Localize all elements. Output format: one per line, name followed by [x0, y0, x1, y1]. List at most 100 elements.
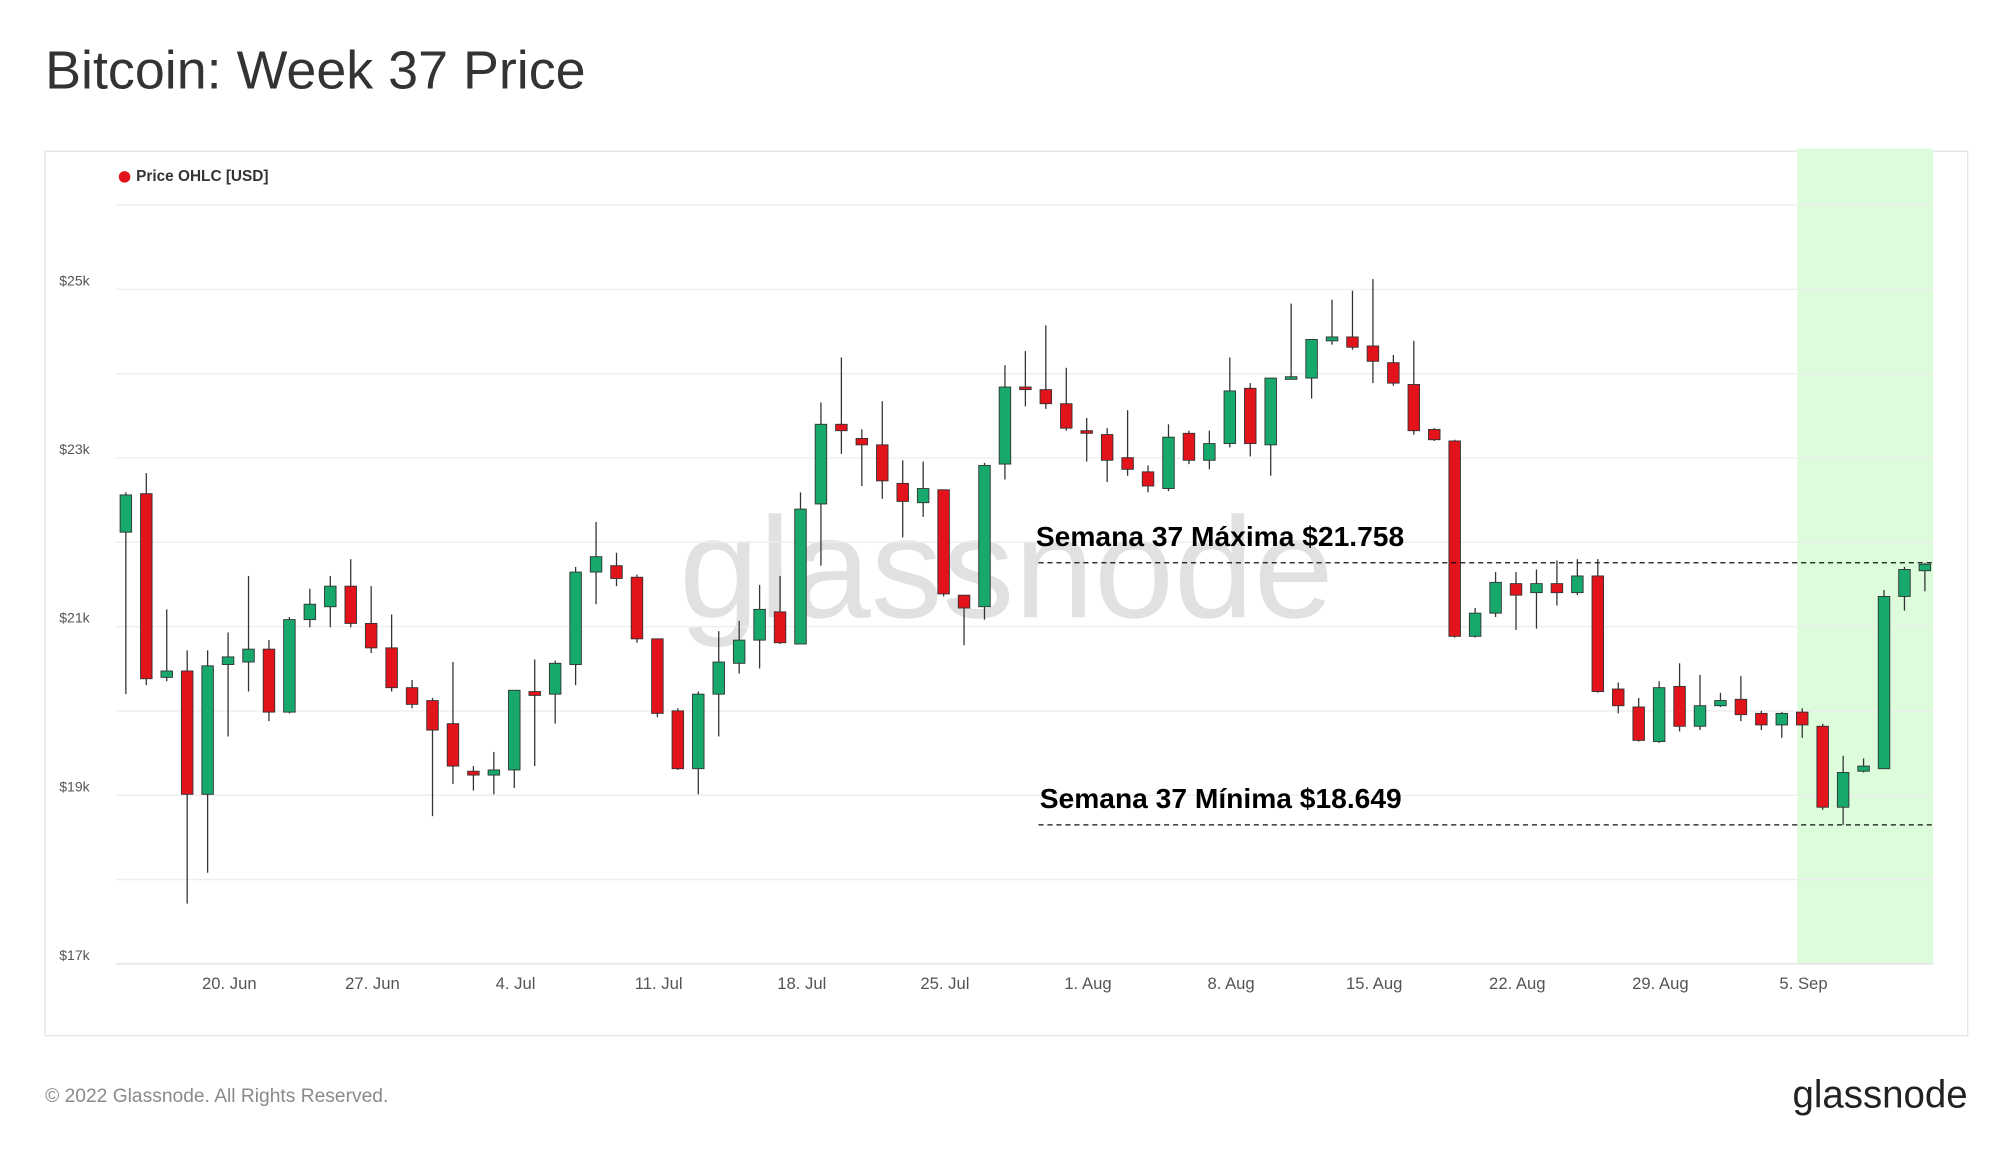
x-tick-label: 8. Aug	[1207, 974, 1254, 993]
x-tick-label: 29. Aug	[1632, 974, 1689, 993]
x-tick-label: 4. Jul	[496, 974, 536, 993]
candle-body	[1203, 443, 1216, 461]
candle-body	[1857, 765, 1870, 772]
candle-body	[221, 656, 235, 666]
candle-body	[405, 687, 419, 705]
highlight-band	[1797, 148, 1934, 964]
candle-body	[1387, 362, 1400, 384]
candle-body	[855, 437, 869, 446]
candle-body	[1591, 575, 1605, 692]
candle-body	[1428, 428, 1441, 441]
candle-body	[732, 639, 746, 664]
candle-body	[1816, 725, 1829, 808]
candle-body	[916, 488, 930, 504]
candle-body	[446, 723, 460, 767]
candle-body	[630, 576, 644, 640]
candle-body	[119, 494, 133, 533]
candle-body	[978, 464, 991, 608]
candle-body	[1141, 471, 1155, 487]
candle-body	[1060, 403, 1073, 429]
candle-body	[548, 662, 562, 695]
candle-body	[1244, 387, 1257, 445]
candle-body	[569, 571, 582, 666]
candle-body	[1571, 575, 1584, 594]
candle-body	[344, 585, 357, 624]
candle-body	[1775, 712, 1789, 726]
x-tick-label: 18. Jul	[777, 974, 826, 993]
candle-body	[1407, 384, 1421, 432]
candle-body	[1121, 457, 1134, 470]
candle-body	[1652, 687, 1666, 743]
x-tick-label: 22. Aug	[1489, 974, 1546, 993]
candle-body	[998, 386, 1012, 465]
candle-body	[876, 444, 889, 482]
y-tick-label: $19k	[59, 778, 90, 794]
x-tick-label: 11. Jul	[635, 974, 683, 993]
candle-body	[467, 770, 480, 776]
candle-body	[1509, 583, 1523, 596]
candle-body	[937, 489, 950, 595]
annotation-label: Semana 37 Máxima $21.758	[1036, 520, 1404, 552]
candle-body	[1836, 772, 1850, 808]
candle-body	[1673, 685, 1686, 727]
y-tick-label: $25k	[59, 272, 90, 288]
candle-body	[1632, 706, 1645, 741]
candle-body	[1612, 688, 1625, 707]
candle-body	[262, 648, 276, 713]
candle-body	[957, 594, 971, 609]
candle-body	[324, 585, 337, 608]
candle-body	[1080, 430, 1093, 434]
x-tick-label: 15. Aug	[1346, 974, 1403, 993]
x-tick-label: 1. Aug	[1064, 974, 1111, 993]
candle-body	[1489, 581, 1502, 614]
candle-body	[1162, 436, 1175, 489]
candle-body	[487, 769, 501, 776]
candle-body	[1223, 390, 1237, 445]
x-tick-label: 25. Jul	[920, 974, 969, 993]
chart-frame	[44, 150, 1969, 1037]
candle-body	[1284, 376, 1298, 380]
candle-body	[1100, 434, 1114, 461]
candle-body	[1305, 339, 1318, 379]
candle-body	[651, 638, 664, 714]
candle-body	[1714, 700, 1727, 707]
candle-body	[283, 619, 296, 713]
legend-marker	[118, 171, 131, 183]
y-tick-label: $17k	[59, 947, 90, 963]
candle-body	[589, 556, 603, 573]
candle-body	[508, 689, 521, 771]
candle-body	[140, 493, 153, 680]
candle-body	[671, 710, 685, 770]
candle-body	[753, 608, 766, 641]
candle-body	[1468, 612, 1482, 637]
chart-title: Bitcoin: Week 37 Price	[45, 41, 586, 101]
candle-body	[1039, 389, 1053, 405]
candle-body	[1734, 698, 1748, 716]
candle-body	[528, 691, 541, 696]
candle-body	[1264, 377, 1277, 446]
candle-body	[1182, 432, 1196, 461]
annotation-label: Semana 37 Mínima $18.649	[1040, 782, 1402, 814]
legend-label: Price OHLC [USD]	[136, 168, 268, 185]
candle-body	[1530, 583, 1543, 594]
candle-body	[1550, 583, 1564, 594]
candle-body	[1448, 440, 1461, 637]
candle-body	[896, 482, 909, 502]
candle-body	[1755, 712, 1768, 726]
candle-body	[1019, 386, 1032, 391]
candle-body	[1366, 345, 1380, 362]
candle-body	[303, 603, 317, 621]
candle-body	[1877, 595, 1891, 770]
watermark: glassnode	[679, 488, 1333, 648]
y-tick-label: $21k	[59, 610, 90, 626]
x-tick-label: 5. Sep	[1779, 974, 1827, 993]
candle-body	[1898, 569, 1911, 597]
logo: glassnode	[1792, 1073, 1967, 1116]
candle-body	[773, 611, 787, 644]
candle-body	[1796, 711, 1809, 726]
x-tick-label: 20. Jun	[202, 974, 257, 993]
candle-body	[1693, 705, 1707, 727]
